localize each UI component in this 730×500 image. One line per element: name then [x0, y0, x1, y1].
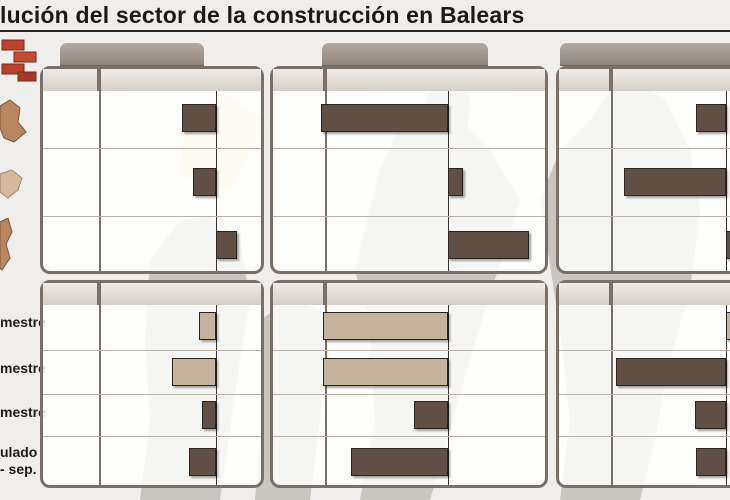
obras-group-2-row-4-bar [189, 448, 216, 476]
viviendas-group-2-zero-line [448, 305, 449, 485]
sup-group-2-row-1-bar [726, 312, 730, 340]
sup-group-2-row-2-separator [559, 350, 730, 351]
bricks-icon [1, 39, 37, 82]
obras-group-1-header-change [99, 69, 261, 91]
mallorca-island-icon [0, 99, 27, 143]
obras-group-1-header-year [43, 69, 99, 91]
sup-group-1-zero-line [726, 91, 727, 271]
viviendas-group-2-row-4-bar [351, 448, 448, 476]
obras-group-2-divider [99, 283, 101, 485]
obras-group-1-divider [99, 69, 101, 271]
obras-group-2-header-year [43, 283, 99, 305]
viviendas-group-1-row-1-bar [321, 104, 448, 132]
viviendas-group-2-row-2-bar [323, 358, 448, 386]
sup-group-1-header-year [559, 69, 611, 91]
row-label-acumulado: ulado [0, 444, 38, 460]
viviendas-group-2-row-1-bar [322, 312, 448, 340]
obras-group-2-row-3-separator [43, 394, 261, 395]
obras-group-2-header-change [99, 283, 261, 305]
sup-group-2-row-4-bar [696, 448, 726, 476]
viviendas-group-1-divider [325, 69, 327, 271]
obras-group-1-row-1-bar [181, 104, 216, 132]
viviendas-group-2-row-3-bar [413, 401, 448, 429]
viviendas-group-1-row-3-bar [448, 231, 530, 259]
sup-group-1-row-2-bar [624, 168, 726, 196]
viviendas-group-2-header-change [325, 283, 545, 305]
page-title: lución del sector de la construcción en … [0, 2, 525, 28]
sup-group-1-row-3-separator [559, 216, 730, 217]
sup-group-1-row-2-separator [559, 148, 730, 149]
sup-group-2-row-4-separator [559, 436, 730, 437]
obras-group-2-row-1-bar [199, 312, 216, 340]
sup-group-1-row-1-bar [695, 104, 726, 132]
viviendas-group-2-row-2-separator [273, 350, 545, 351]
row-label-period: - sep. [0, 461, 37, 477]
sup-tab [560, 43, 730, 65]
sup-group-2-row-3-bar [694, 401, 726, 429]
sup-group-1-divider [611, 69, 613, 271]
obras-group-1-panel [40, 66, 264, 274]
sup-group-2-row-3-separator [559, 394, 730, 395]
viviendas-group-1-row-2-separator [273, 148, 545, 149]
viviendas-tab [322, 43, 488, 65]
obras-group-2-row-3-bar [201, 401, 216, 429]
sup-group-1-row-3-bar [726, 231, 730, 259]
obras-group-2-row-2-bar [171, 358, 216, 386]
title-rule [0, 30, 730, 32]
viviendas-group-2-row-3-separator [273, 394, 545, 395]
sup-group-2-divider [611, 283, 613, 485]
viviendas-group-2-row-4-separator [273, 436, 545, 437]
viviendas-group-1-header-change [325, 69, 545, 91]
menorca-island-icon [0, 169, 23, 199]
obras-group-2-row-4-separator [43, 436, 261, 437]
sup-group-2-row-2-bar [615, 358, 726, 386]
obras-group-1-zero-line [216, 91, 217, 271]
obras-group-2-panel [40, 280, 264, 488]
row-label-trimestre-3: mestre [0, 404, 46, 420]
row-label-trimestre-2: mestre [0, 360, 46, 376]
obras-group-1-row-3-bar [216, 231, 237, 259]
obras-group-1-row-2-separator [43, 148, 261, 149]
row-label-trimestre-1: mestre [0, 314, 46, 330]
viviendas-group-2-header-year [273, 283, 325, 305]
obras-tab [60, 43, 204, 65]
obras-group-2-row-2-separator [43, 350, 261, 351]
obras-group-2-zero-line [216, 305, 217, 485]
sup-group-1-header-change [611, 69, 730, 91]
obras-group-1-row-2-bar [193, 168, 216, 196]
obras-group-1-row-3-separator [43, 216, 261, 217]
sup-group-2-zero-line [726, 305, 727, 485]
sup-group-2-header-change [611, 283, 730, 305]
ibiza-island-icon [0, 218, 13, 271]
viviendas-group-1-header-year [273, 69, 325, 91]
sup-group-2-header-year [559, 283, 611, 305]
viviendas-group-1-row-3-separator [273, 216, 545, 217]
viviendas-group-1-row-2-bar [448, 168, 464, 196]
